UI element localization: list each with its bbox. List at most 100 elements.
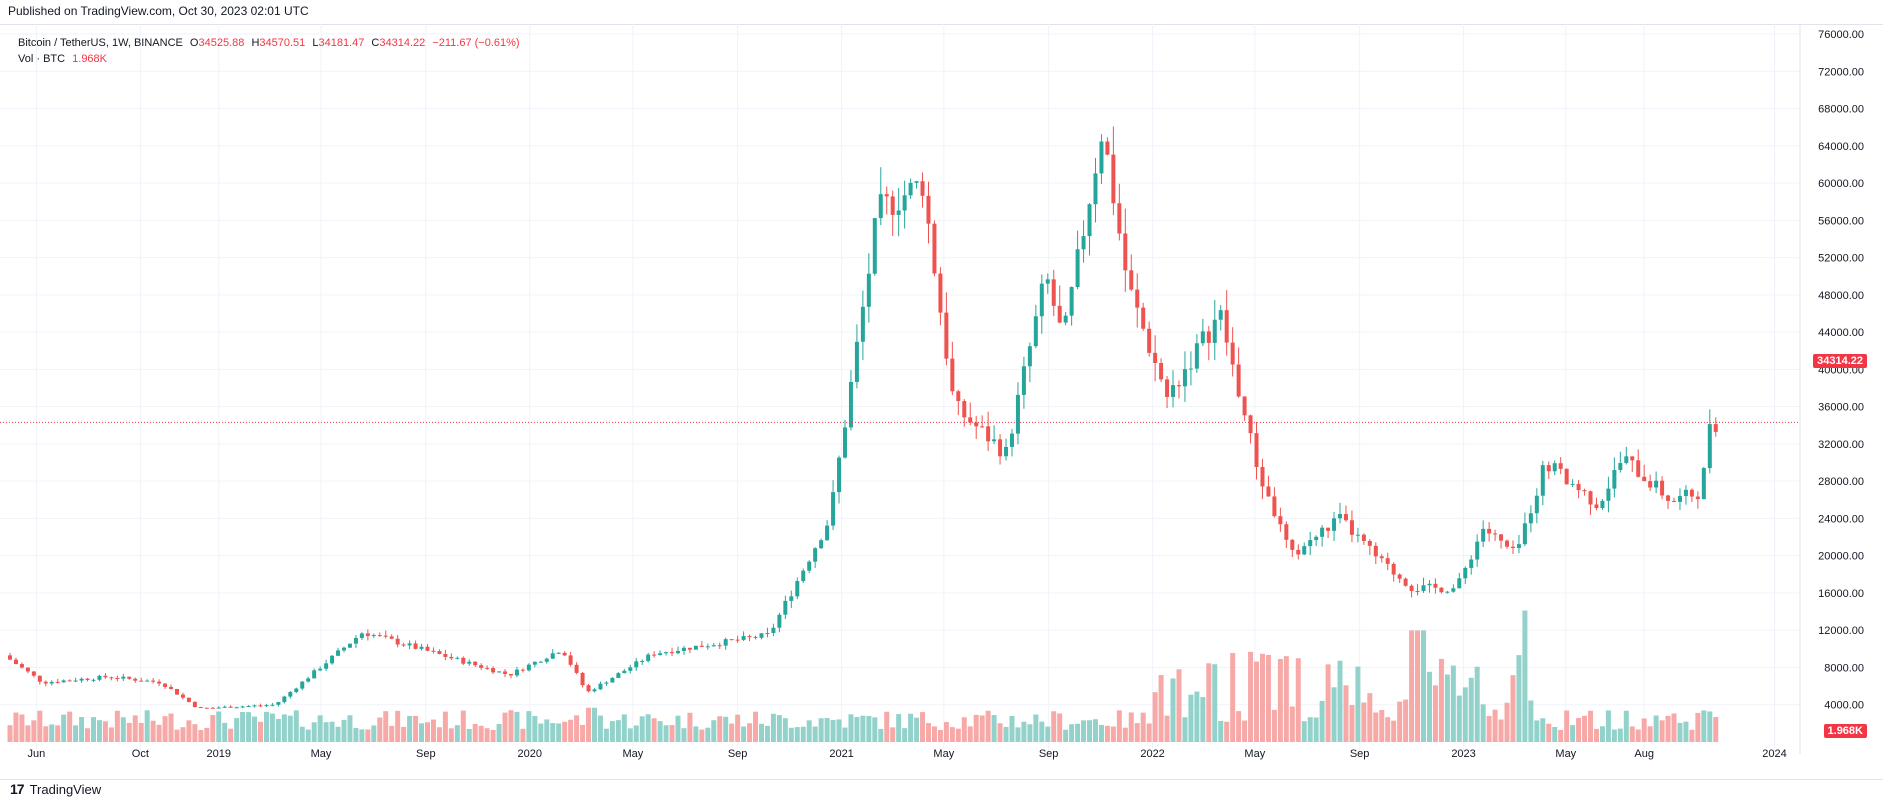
volume-bar: [1295, 658, 1301, 742]
candle-body: [1248, 415, 1253, 434]
candle-body: [753, 636, 758, 638]
volume-bar: [1092, 719, 1098, 742]
volume-bar: [305, 729, 311, 742]
candle-body: [1230, 342, 1235, 365]
volume-bar: [1212, 664, 1218, 742]
volume-bar: [275, 718, 281, 742]
candle-body: [622, 670, 627, 674]
volume-bar: [1462, 687, 1468, 742]
volume-bar: [1623, 710, 1629, 742]
grid-lines: [0, 24, 1800, 754]
volume-bar: [502, 712, 508, 742]
volume-bar: [1665, 715, 1671, 742]
candle-body: [980, 426, 985, 428]
candle-body: [1296, 549, 1301, 555]
volume-bar: [1576, 717, 1582, 742]
volume-bar: [1701, 710, 1707, 742]
candle-body: [1087, 204, 1092, 237]
volume-bar: [729, 723, 735, 742]
volume-bar: [621, 714, 627, 742]
candle-body: [729, 639, 734, 641]
volume-bar: [800, 726, 806, 742]
candle-body: [860, 306, 865, 342]
candle-body: [330, 655, 335, 664]
candle-body: [1027, 346, 1032, 367]
volume-bar: [735, 714, 741, 742]
volume-bar: [13, 712, 19, 742]
candle-body: [598, 683, 603, 690]
volume-bar: [824, 718, 830, 742]
volume-bar: [1653, 715, 1659, 742]
candle-body: [592, 689, 597, 692]
candle-body: [1015, 394, 1020, 434]
volume-bar: [19, 714, 25, 742]
candle-body: [365, 633, 370, 637]
candle-body: [574, 664, 579, 673]
candle-body: [956, 391, 961, 402]
candle-body: [174, 688, 179, 695]
time-tick-label: 2022: [1140, 748, 1164, 760]
volume-bar: [1510, 675, 1516, 742]
volume-bar: [371, 725, 377, 742]
volume-bar: [597, 715, 603, 742]
volume-bar: [717, 716, 723, 742]
candle-body: [514, 669, 519, 676]
volume-bar: [1534, 720, 1540, 742]
candle-body: [1409, 585, 1414, 591]
candle-body: [43, 681, 48, 684]
candle-body: [1218, 310, 1223, 320]
time-tick-label: Jun: [28, 748, 46, 760]
volume-bar: [1164, 715, 1170, 742]
candlestick-chart[interactable]: 4000.00 8000.00 12000.00 16000.00 20000.00 24…: [0, 24, 1883, 778]
volume-bar: [466, 728, 472, 742]
candle-body: [586, 685, 591, 692]
volume-bar: [168, 713, 174, 742]
volume-bar: [1695, 712, 1701, 742]
volume-bar: [1432, 685, 1438, 742]
candle-body: [1546, 465, 1551, 472]
candle-body: [1212, 319, 1217, 343]
volume-bar: [1134, 723, 1140, 742]
volume-bar: [246, 712, 252, 742]
candle-body: [1355, 534, 1360, 536]
volume-bar: [1582, 715, 1588, 742]
volume-bar: [1659, 720, 1665, 742]
price-tick-label: 28000.00: [1818, 476, 1864, 488]
candle-body: [1582, 490, 1587, 492]
volume-bar: [1379, 709, 1385, 742]
candle-body: [1302, 546, 1307, 555]
candle-body: [359, 633, 364, 638]
volume-bar: [1259, 653, 1265, 742]
volume-bar: [61, 714, 67, 742]
volume-bar: [645, 714, 651, 742]
volume-bar: [1188, 694, 1194, 742]
candle-body: [1117, 203, 1122, 234]
change-value: −211.67 (−0.61%): [432, 37, 520, 49]
candle-body: [455, 657, 460, 659]
candle-body: [896, 210, 901, 215]
candle-body: [425, 646, 430, 651]
volume-bar: [317, 715, 323, 742]
candle-body: [1701, 468, 1706, 500]
candle-body: [1004, 446, 1009, 457]
candle-body: [377, 635, 382, 637]
volume-bar: [1075, 723, 1081, 742]
candle-body: [288, 692, 293, 697]
time-tick-label: May: [1555, 748, 1576, 760]
volume-bar: [776, 715, 782, 742]
volume-bar: [884, 711, 890, 742]
candle-body: [1576, 483, 1581, 491]
candle-body: [67, 680, 72, 682]
candle-body: [49, 681, 54, 684]
low-key: L: [312, 37, 319, 49]
volume-bar: [1361, 702, 1367, 742]
volume-bar: [96, 720, 102, 742]
candle-body: [228, 706, 233, 708]
volume-bar: [1015, 727, 1021, 742]
volume-bar: [126, 722, 132, 742]
volume-bar: [741, 726, 747, 742]
candle-body: [568, 655, 573, 665]
volume-bar: [574, 715, 580, 742]
candle-body: [258, 705, 263, 707]
volume-bar: [1617, 728, 1623, 742]
